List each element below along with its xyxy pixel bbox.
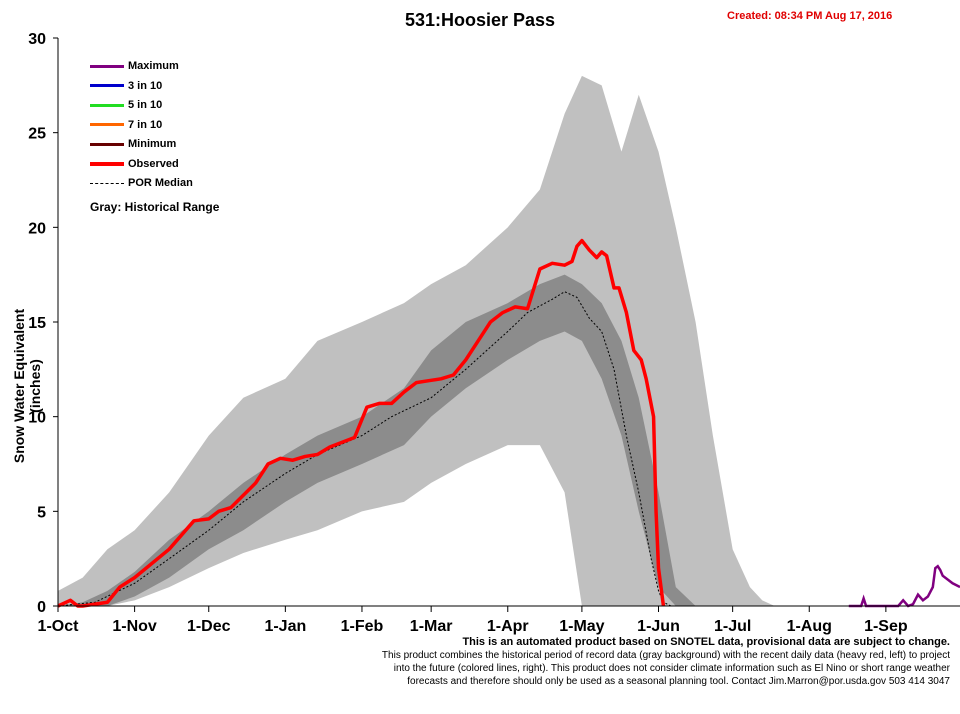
y-tick-label: 25 bbox=[28, 126, 46, 143]
legend-label: 3 in 10 bbox=[128, 79, 163, 92]
footnote-line-2: This product combines the historical per… bbox=[381, 650, 950, 661]
x-tick-label: 1-Aug bbox=[787, 618, 832, 635]
legend-label: 7 in 10 bbox=[128, 118, 163, 131]
y-tick-label: 20 bbox=[28, 220, 46, 237]
y-tick-label: 30 bbox=[28, 31, 46, 48]
y-tick-label: 5 bbox=[37, 504, 46, 521]
legend-swatch bbox=[90, 64, 124, 68]
band-1 bbox=[58, 274, 696, 606]
legend-item: Minimum bbox=[90, 138, 176, 150]
x-tick-label: 1-Sep bbox=[864, 618, 908, 635]
legend-swatch bbox=[90, 123, 124, 127]
observed-line bbox=[57, 238, 666, 608]
axes: 0 5 10 15 20 25 30 1-Oct 1-Nov 1-Dec 1-Jan 1-Feb 1-M… bbox=[28, 31, 960, 635]
footnote-line-1: This is an automated product based on SN… bbox=[462, 636, 950, 648]
historical-bands bbox=[58, 75, 775, 606]
legend-label: Observed bbox=[128, 157, 179, 170]
legend-swatch bbox=[90, 161, 124, 166]
chart-title: 531:Hoosier Pass bbox=[404, 10, 556, 30]
created-timestamp: Created: 08:34 PM Aug 17, 2016 bbox=[727, 10, 893, 22]
legend-label: Maximum bbox=[128, 60, 179, 72]
x-tick-label: 1-Jan bbox=[264, 618, 306, 635]
x-tick-label: 1-Oct bbox=[38, 618, 80, 635]
legend-swatch bbox=[90, 142, 124, 146]
legend-label: POR Median bbox=[128, 177, 193, 189]
legend-gray-note: Gray: Historical Range bbox=[90, 200, 220, 214]
x-tick-label: 1-Dec bbox=[187, 618, 231, 635]
y-axis-label: Snow Water Equivalent (inches) bbox=[11, 308, 43, 464]
legend-item: 5 in 10 bbox=[90, 99, 162, 111]
legend-label: Minimum bbox=[128, 138, 177, 150]
footnote-line-4: forecasts and therefore should only be u… bbox=[407, 676, 950, 687]
legend-item: Maximum bbox=[90, 60, 179, 72]
legend-item: Observed bbox=[90, 158, 179, 170]
legend-label: 5 in 10 bbox=[128, 99, 163, 111]
band-0 bbox=[58, 75, 775, 606]
x-tick-label: 1-Jun bbox=[637, 618, 680, 635]
legend-swatch bbox=[90, 182, 124, 184]
legend-item: 3 in 10 bbox=[90, 80, 162, 92]
legend-item: POR Median bbox=[90, 177, 193, 189]
x-tick-label: 1-May bbox=[559, 618, 604, 635]
legend-item: 7 in 10 bbox=[90, 119, 162, 131]
maximum-line bbox=[848, 564, 960, 608]
y-tick-label: 0 bbox=[37, 599, 46, 616]
x-tick-label: 1-Feb bbox=[341, 618, 384, 635]
x-tick-label: 1-Mar bbox=[410, 618, 453, 635]
y-tick-label: 15 bbox=[28, 315, 46, 332]
x-tick-label: 1-Apr bbox=[487, 618, 529, 635]
y-tick-label: 10 bbox=[28, 410, 46, 427]
x-tick-label: 1-Nov bbox=[112, 618, 157, 635]
legend-swatch bbox=[90, 84, 124, 88]
x-tick-label: 1-Jul bbox=[714, 618, 751, 635]
legend-swatch bbox=[90, 103, 124, 107]
footnote-line-3: into the future (colored lines, right). … bbox=[393, 663, 950, 674]
